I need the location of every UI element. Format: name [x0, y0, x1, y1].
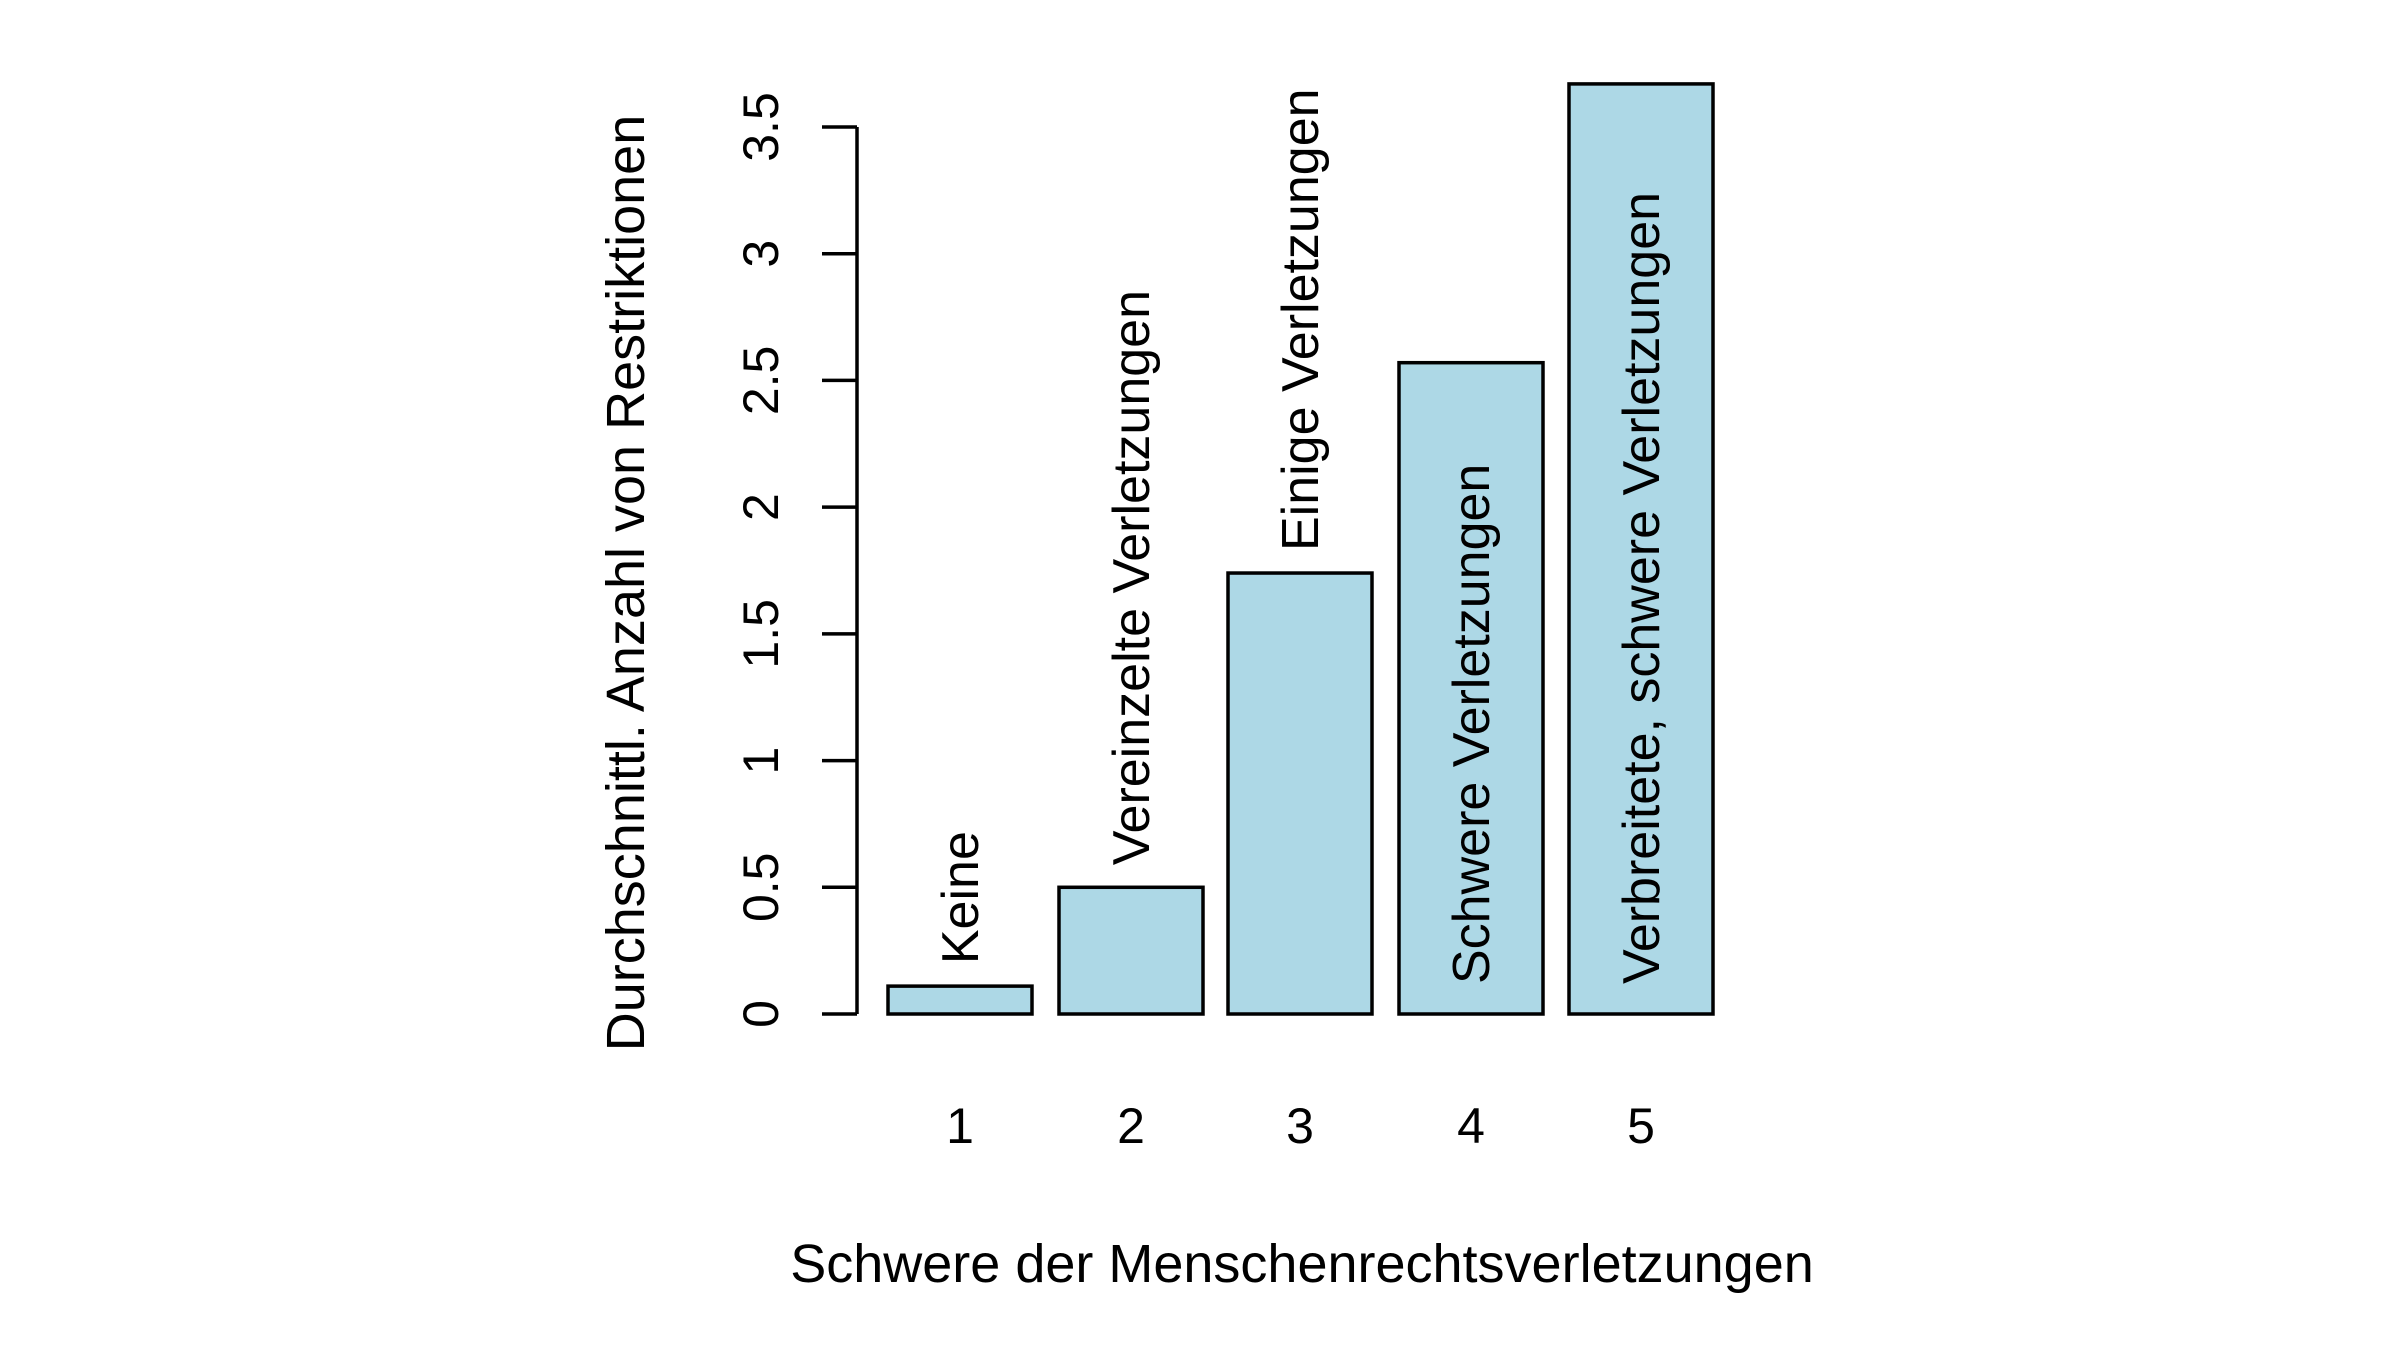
bar-group: Vereinzelte Verletzungen: [1057, 290, 1205, 1016]
y-tick-label: 1.5: [733, 599, 789, 669]
y-tick-label: 2: [733, 493, 789, 521]
bar: [1226, 571, 1374, 1016]
bar-group: Verbreitete, schwere Verletzungen: [1567, 82, 1715, 1016]
x-axis-title: Schwere der Menschenrechtsverletzungen: [790, 1234, 1814, 1294]
y-tick-label: 0.5: [733, 853, 789, 923]
y-tick-label: 1: [733, 747, 789, 775]
y-axis: 0 0.5 1 1.5 2 2.5 3 3.5: [733, 92, 859, 1028]
bar-group: Einige Verletzungen: [1226, 88, 1374, 1016]
bars: Keine Vereinzelte Verletzungen Einige Verl…: [886, 82, 1715, 1016]
bar-group: Schwere Verletzungen: [1397, 360, 1545, 1016]
x-tick-label: 5: [1627, 1098, 1655, 1154]
y-ticks: 0 0.5 1 1.5 2 2.5 3 3.5: [733, 92, 857, 1028]
x-tick-labels: 1 2 3 4 5: [946, 1098, 1655, 1154]
bar: [1567, 82, 1715, 1016]
bar: [886, 984, 1034, 1016]
bar: [1057, 885, 1205, 1016]
y-tick-label: 3: [733, 240, 789, 268]
bar-label: Schwere Verletzungen: [1443, 464, 1501, 984]
bar-label: Verbreitete, schwere Verletzungen: [1613, 192, 1671, 984]
x-tick-label: 4: [1457, 1098, 1485, 1154]
y-tick-label: 3.5: [733, 92, 789, 162]
bar: [1397, 360, 1545, 1016]
y-axis-title: Durchschnittl. Anzahl von Restriktionen: [596, 115, 656, 1051]
x-tick-label: 1: [946, 1098, 974, 1154]
y-tick-label: 2.5: [733, 346, 789, 416]
x-tick-label: 2: [1117, 1098, 1145, 1154]
x-tick-label: 3: [1286, 1098, 1314, 1154]
bar-label: Vereinzelte Verletzungen: [1103, 290, 1161, 865]
bar-label: Einige Verletzungen: [1272, 88, 1330, 551]
bar-label: Keine: [932, 831, 990, 964]
y-tick-label: 0: [733, 1000, 789, 1028]
bar-group: Keine: [886, 831, 1034, 1016]
